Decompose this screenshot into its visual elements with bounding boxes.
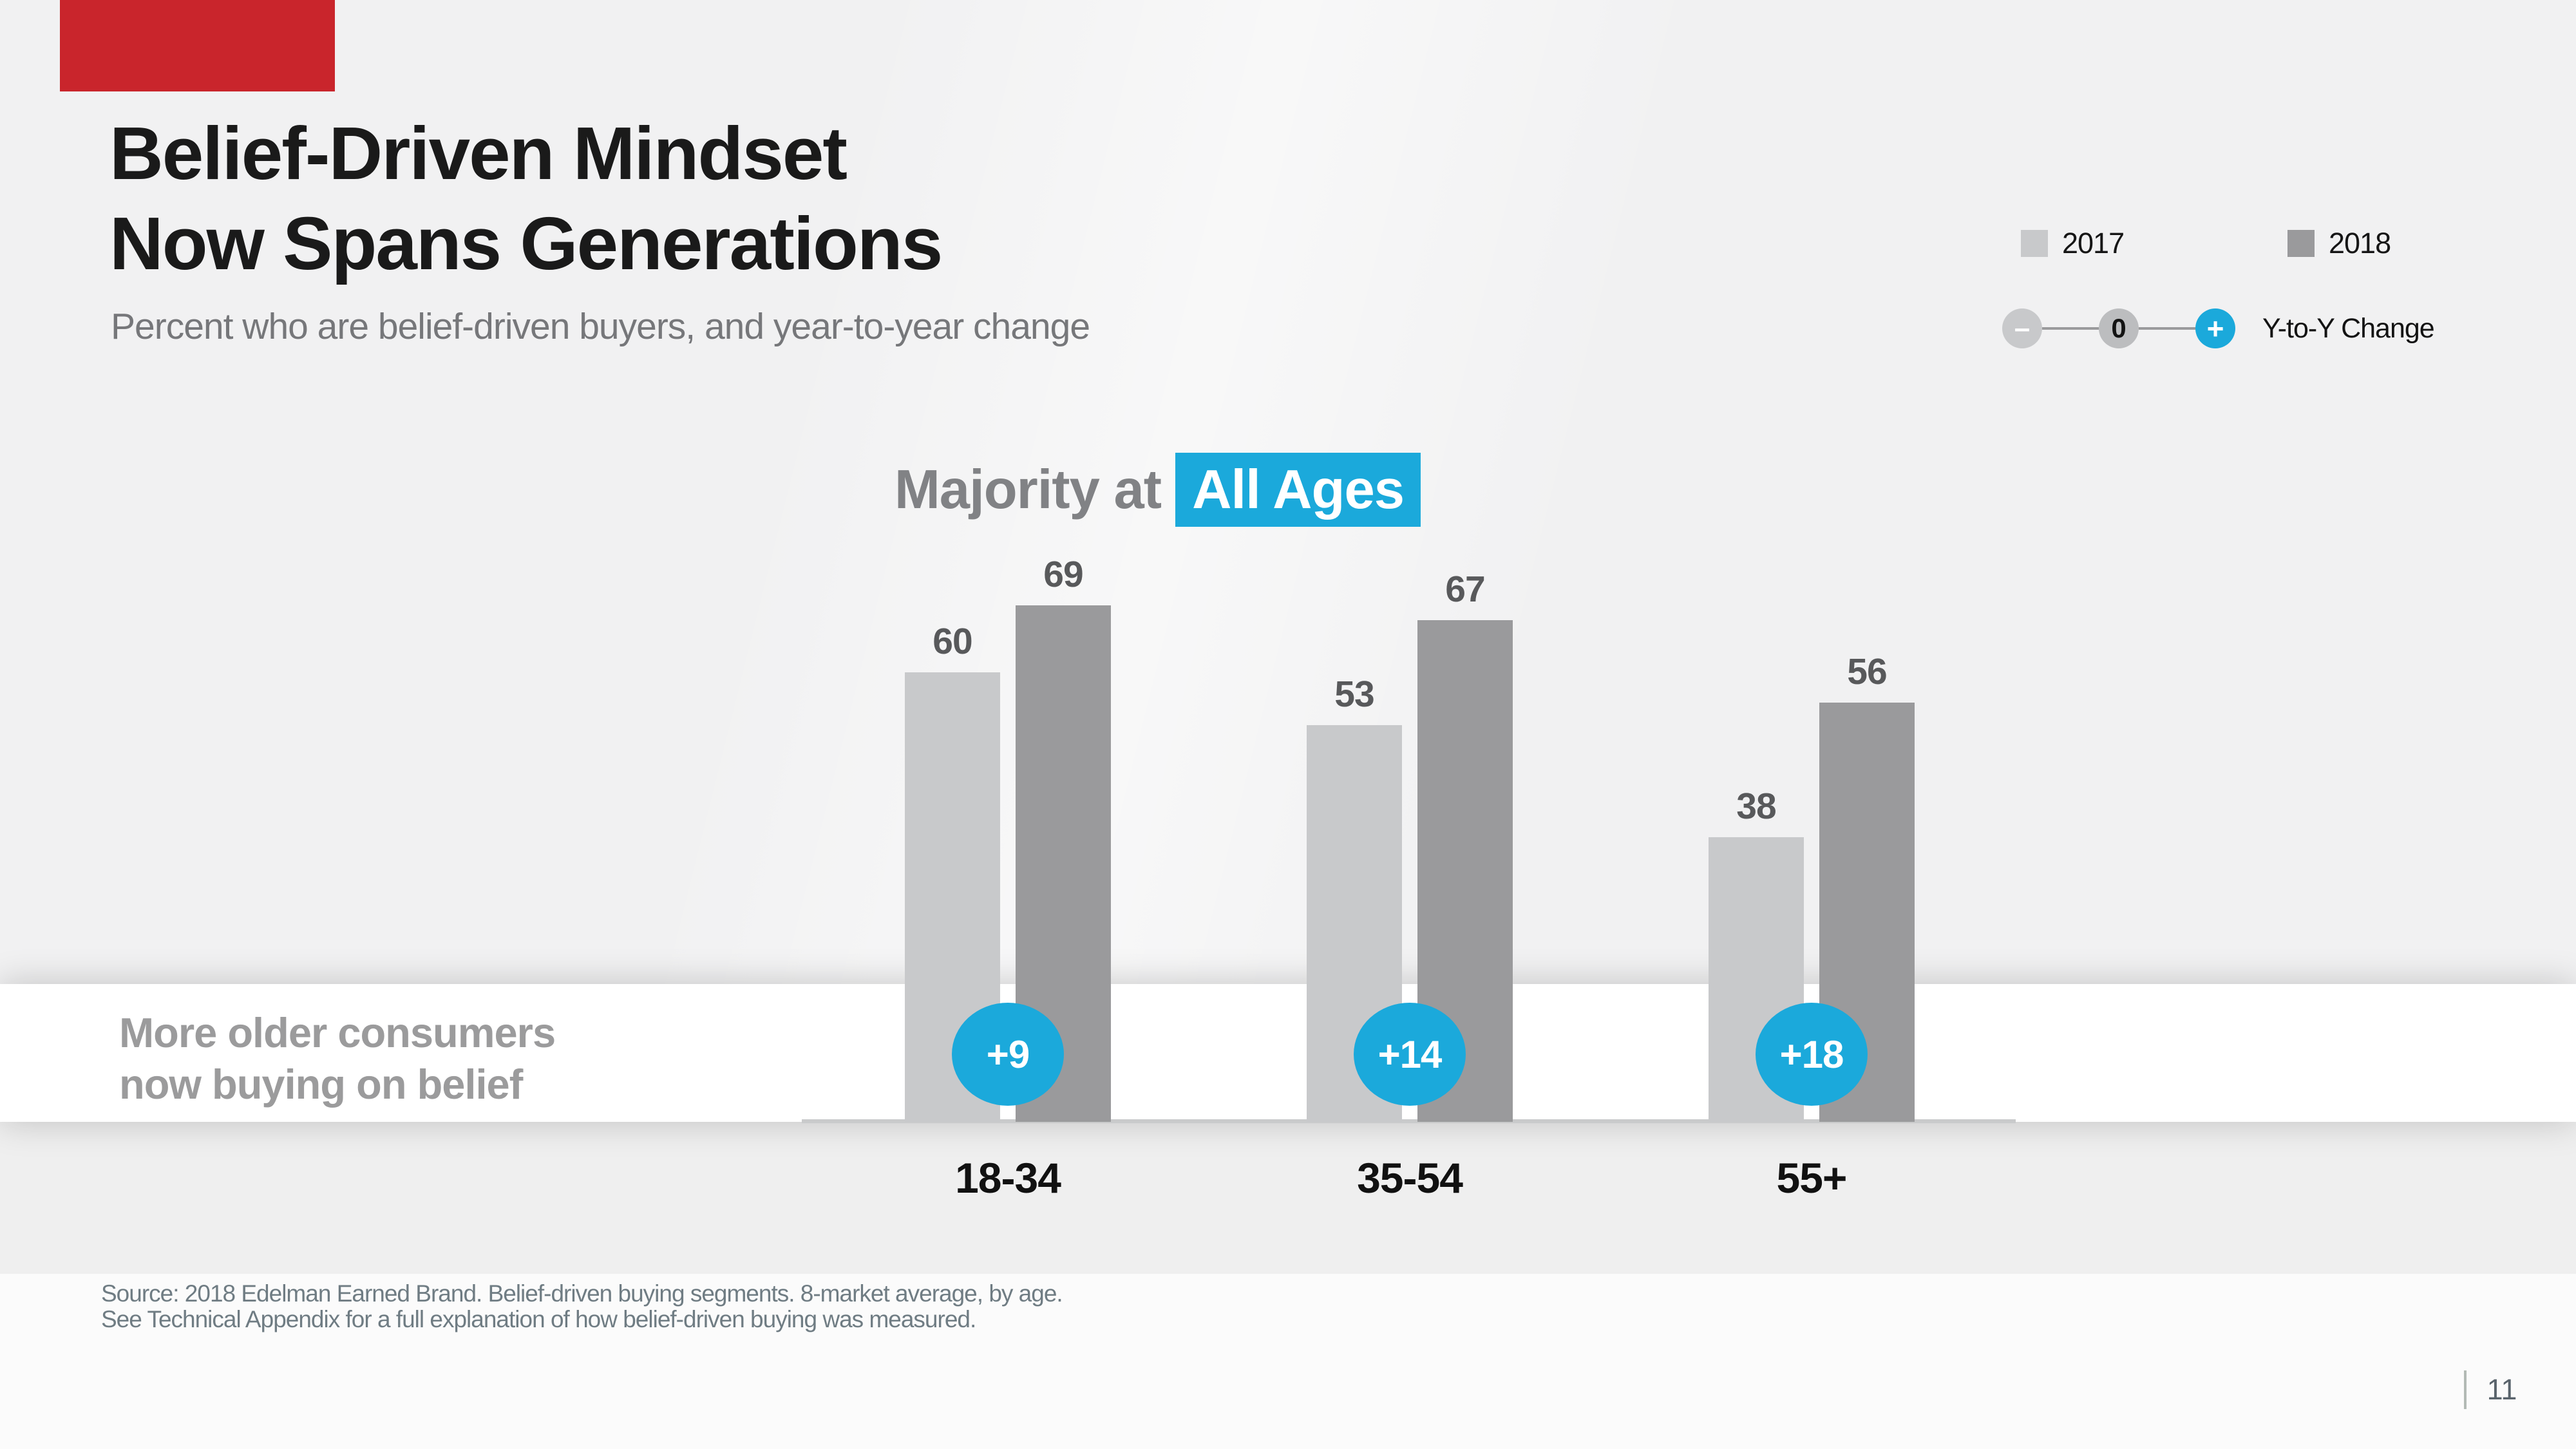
plus-circle-icon: + — [2195, 308, 2235, 348]
change-bubble-18-34: +9 — [952, 1003, 1064, 1106]
legend-swatch-2017 — [2021, 230, 2048, 257]
highlight-band — [0, 984, 2576, 1122]
legend-item-2018: 2018 — [2287, 227, 2391, 260]
annotation-text: More older consumers now buying on belie… — [119, 1007, 556, 1110]
axis-strip — [0, 1122, 2576, 1274]
plus-glyph: + — [2206, 312, 2224, 345]
chart-heading-highlight: All Ages — [1175, 453, 1421, 527]
yty-change-legend: – 0 + Y-to-Y Change — [2002, 308, 2435, 348]
legend-label-2018: 2018 — [2329, 227, 2391, 260]
slide-title-line2: Now Spans Generations — [109, 202, 943, 285]
yty-change-label: Y-to-Y Change — [2262, 312, 2435, 344]
minus-glyph: – — [2014, 312, 2031, 344]
source-note: Source: 2018 Edelman Earned Brand. Belie… — [101, 1281, 1063, 1332]
change-bubble-55+: +18 — [1756, 1003, 1868, 1106]
slide-subtitle: Percent who are belief-driven buyers, an… — [111, 306, 1090, 347]
slide-title: Belief-Driven Mindset Now Spans Generati… — [109, 108, 943, 289]
value-label-2018-35-54: 67 — [1445, 569, 1485, 610]
value-label-2017-55+: 38 — [1736, 786, 1776, 827]
source-line2: See Technical Appendix for a full explan… — [101, 1306, 976, 1332]
annotation-line1: More older consumers — [119, 1009, 556, 1056]
legend-connector-line — [2139, 327, 2195, 330]
zero-circle-icon: 0 — [2099, 308, 2139, 348]
chart-heading-prefix: Majority at — [895, 459, 1162, 520]
legend-item-2017: 2017 — [2021, 227, 2125, 260]
value-label-2017-35-54: 53 — [1334, 674, 1374, 715]
legend-swatch-2018 — [2287, 230, 2315, 257]
value-label-2018-18-34: 69 — [1043, 554, 1083, 595]
page-divider — [2464, 1370, 2467, 1409]
category-label-35-54: 35-54 — [1357, 1154, 1463, 1202]
change-bubble-35-54: +14 — [1354, 1003, 1466, 1106]
category-label-18-34: 18-34 — [955, 1154, 1061, 1202]
page-number: 11 — [2486, 1373, 2517, 1406]
zero-glyph: 0 — [2111, 313, 2126, 343]
value-label-2017-18-34: 60 — [933, 621, 972, 662]
legend-label-2017: 2017 — [2062, 227, 2125, 260]
source-line1: Source: 2018 Edelman Earned Brand. Belie… — [101, 1280, 1063, 1307]
chart-heading: Majority at All Ages — [895, 453, 1421, 527]
red-marker — [60, 0, 335, 91]
legend-connector-line — [2042, 327, 2099, 330]
slide-title-line1: Belief-Driven Mindset — [109, 111, 848, 195]
annotation-line2: now buying on belief — [119, 1061, 523, 1108]
footer-area — [0, 1274, 2576, 1449]
value-label-2018-55+: 56 — [1847, 651, 1887, 692]
chart-baseline — [802, 1119, 2016, 1123]
category-label-55+: 55+ — [1776, 1154, 1848, 1202]
minus-circle-icon: – — [2002, 308, 2042, 348]
